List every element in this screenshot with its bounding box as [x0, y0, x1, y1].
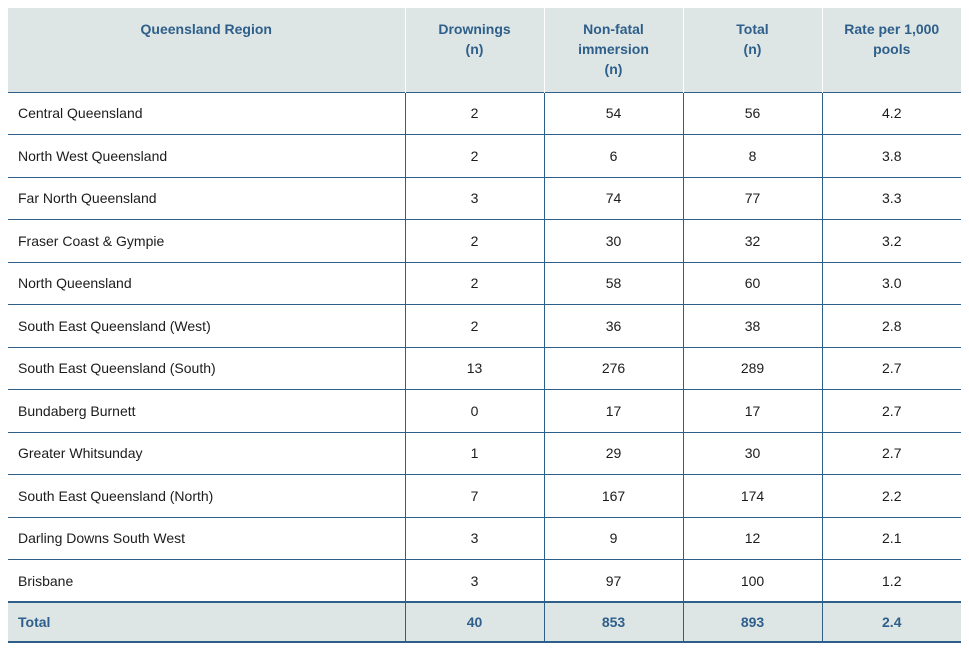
table-row: Brisbane 3 97 100 1.2: [8, 559, 961, 602]
cell-region: Greater Whitsunday: [8, 431, 405, 475]
header-region: Queensland Region: [140, 21, 272, 37]
cell-rate: 4.2: [821, 91, 961, 135]
cell-region: Darling Downs South West: [8, 516, 405, 560]
table-row: Darling Downs South West 3 9 12 2.1: [8, 516, 961, 560]
cell-non-fatal: 17: [543, 389, 683, 432]
cell-non-fatal: 36: [543, 304, 683, 347]
table-row: North Queensland 2 58 60 3.0: [8, 261, 961, 305]
header-total: Total (n): [682, 8, 822, 92]
total-label: Total: [8, 601, 405, 643]
cell-total: 56: [682, 91, 822, 135]
table-row: Central Queensland 2 54 56 4.2: [8, 91, 961, 135]
cell-total: 30: [682, 431, 822, 475]
cell-drownings: 0: [404, 389, 544, 432]
cell-region: Far North Queensland: [8, 176, 405, 220]
cell-rate: 3.0: [821, 261, 961, 305]
drowning-by-region-table: Queensland Region Drownings (n) Non-fata…: [8, 8, 961, 643]
cell-rate: 1.2: [821, 559, 961, 602]
cell-rate: 2.7: [821, 346, 961, 390]
cell-drownings: 3: [404, 516, 544, 560]
cell-drownings: 3: [404, 176, 544, 220]
cell-region: South East Queensland (North): [8, 474, 405, 517]
cell-drownings: 2: [404, 304, 544, 347]
cell-drownings: 1: [404, 431, 544, 475]
table-row: South East Queensland (North) 7 167 174 2.2: [8, 474, 961, 517]
cell-non-fatal: 30: [543, 219, 683, 262]
table-total-row: Total 40 853 893 2.4: [8, 601, 961, 643]
table-row: North West Queensland 2 6 8 3.8: [8, 134, 961, 177]
total-rate: 2.4: [821, 601, 961, 643]
total-total: 893: [682, 601, 822, 643]
table-row: Bundaberg Burnett 0 17 17 2.7: [8, 389, 961, 432]
cell-rate: 3.2: [821, 219, 961, 262]
cell-non-fatal: 29: [543, 431, 683, 475]
cell-region: Bundaberg Burnett: [8, 389, 405, 432]
cell-drownings: 7: [404, 474, 544, 517]
cell-rate: 2.1: [821, 516, 961, 560]
cell-drownings: 2: [404, 134, 544, 177]
cell-total: 174: [682, 474, 822, 517]
cell-region: North West Queensland: [8, 134, 405, 177]
cell-non-fatal: 74: [543, 176, 683, 220]
cell-non-fatal: 276: [543, 346, 683, 390]
cell-non-fatal: 58: [543, 261, 683, 305]
table-row: South East Queensland (South) 13 276 289 2.7: [8, 346, 961, 390]
cell-rate: 3.3: [821, 176, 961, 220]
cell-drownings: 2: [404, 261, 544, 305]
cell-region: South East Queensland (West): [8, 304, 405, 347]
table-row: Greater Whitsunday 1 29 30 2.7: [8, 431, 961, 475]
cell-total: 8: [682, 134, 822, 177]
cell-total: 38: [682, 304, 822, 347]
cell-drownings: 2: [404, 219, 544, 262]
cell-rate: 2.2: [821, 474, 961, 517]
header-non-fatal-immersion: Non-fatal immersion (n): [543, 8, 683, 92]
cell-non-fatal: 97: [543, 559, 683, 602]
table-row: Far North Queensland 3 74 77 3.3: [8, 176, 961, 220]
cell-total: 12: [682, 516, 822, 560]
cell-region: South East Queensland (South): [8, 346, 405, 390]
header-rate: Rate per 1,000 pools: [821, 8, 961, 92]
cell-rate: 3.8: [821, 134, 961, 177]
cell-drownings: 2: [404, 91, 544, 135]
cell-total: 32: [682, 219, 822, 262]
cell-drownings: 13: [404, 346, 544, 390]
table-header-row: Queensland Region Drownings (n) Non-fata…: [8, 8, 961, 92]
cell-region: Brisbane: [8, 559, 405, 602]
cell-total: 77: [682, 176, 822, 220]
cell-region: Fraser Coast & Gympie: [8, 219, 405, 262]
cell-non-fatal: 167: [543, 474, 683, 517]
cell-region: North Queensland: [8, 261, 405, 305]
table-row: South East Queensland (West) 2 36 38 2.8: [8, 304, 961, 347]
table-row: Fraser Coast & Gympie 2 30 32 3.2: [8, 219, 961, 262]
cell-rate: 2.8: [821, 304, 961, 347]
cell-total: 60: [682, 261, 822, 305]
cell-region: Central Queensland: [8, 91, 405, 135]
cell-drownings: 3: [404, 559, 544, 602]
cell-total: 17: [682, 389, 822, 432]
cell-rate: 2.7: [821, 431, 961, 475]
header-drownings: Drownings (n): [404, 8, 544, 92]
cell-non-fatal: 9: [543, 516, 683, 560]
cell-non-fatal: 6: [543, 134, 683, 177]
total-non-fatal: 853: [543, 601, 683, 643]
cell-total: 100: [682, 559, 822, 602]
total-drownings: 40: [404, 601, 544, 643]
cell-rate: 2.7: [821, 389, 961, 432]
cell-total: 289: [682, 346, 822, 390]
region-table-container: Queensland Region Drownings (n) Non-fata…: [8, 8, 961, 643]
cell-non-fatal: 54: [543, 91, 683, 135]
